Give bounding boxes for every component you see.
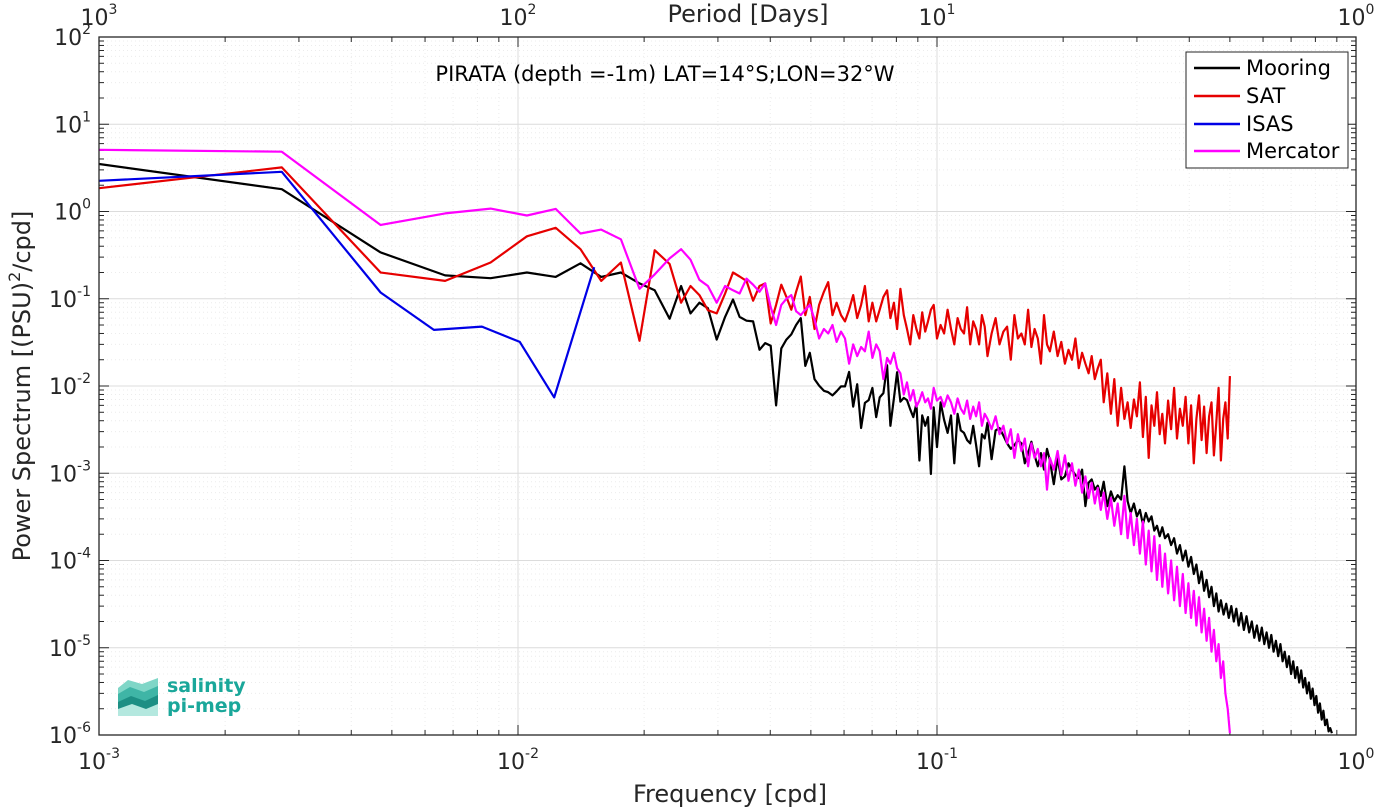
- top-x-tick-label: 103: [81, 2, 118, 31]
- y-tick-label: 10-3: [49, 458, 91, 487]
- plot-frame: [98, 36, 1357, 736]
- legend-label-sat: SAT: [1246, 84, 1285, 108]
- y-tick-label: 10-2: [49, 371, 91, 400]
- top-x-axis-title: Period [Days]: [667, 0, 828, 28]
- legend: Mooring SAT ISAS Mercator: [1185, 51, 1349, 169]
- logo-line1: salinity: [167, 675, 246, 697]
- series-line-mercator: [99, 148, 1231, 734]
- x-tick-label: 100: [1338, 746, 1375, 775]
- y-tick-label: 10-4: [49, 546, 91, 575]
- series-line-sat: [99, 166, 1231, 465]
- chart-title: PIRATA (depth =-1m) LAT=14°S;LON=32°W: [435, 62, 894, 86]
- y-axis-title-exponent: 2: [5, 272, 24, 282]
- x-tick-label: 10-1: [916, 746, 958, 775]
- y-axis-title-main: Power Spectrum [(PSU): [8, 282, 36, 561]
- legend-label-isas: ISAS: [1246, 112, 1294, 136]
- series-line-mooring: [99, 162, 1333, 734]
- y-tick-label: 10-1: [49, 284, 91, 313]
- top-x-tick-label: 102: [500, 2, 537, 31]
- x-tick-label: 10-2: [497, 746, 539, 775]
- x-tick-label: 10-3: [78, 746, 120, 775]
- y-tick-label: 101: [54, 109, 91, 138]
- legend-box: [1185, 51, 1349, 169]
- legend-label-mooring: Mooring: [1246, 56, 1331, 80]
- logo-line2: pi-mep: [167, 695, 241, 717]
- data-series: [99, 148, 1333, 734]
- y-axis-title: Power Spectrum [(PSU)2/cpd]: [5, 211, 36, 562]
- y-axis-title-unit: /cpd]: [8, 211, 36, 272]
- top-x-tick-label: 100: [1338, 2, 1375, 31]
- y-tick-label: 10-5: [49, 633, 91, 662]
- x-axis-title: Frequency [cpd]: [633, 780, 827, 808]
- y-tick-label: 10-6: [49, 720, 91, 749]
- axis-ticks: [98, 36, 1357, 736]
- y-tick-label: 102: [54, 22, 91, 51]
- legend-label-mercator: Mercator: [1246, 139, 1340, 163]
- salinity-pi-mep-logo: salinity pi-mep: [118, 675, 246, 717]
- minor-grid: [99, 37, 1356, 735]
- top-x-tick-label: 101: [919, 2, 956, 31]
- series-line-isas: [99, 170, 596, 399]
- y-tick-label: 100: [54, 197, 91, 226]
- logo-waves-icon: [118, 678, 158, 716]
